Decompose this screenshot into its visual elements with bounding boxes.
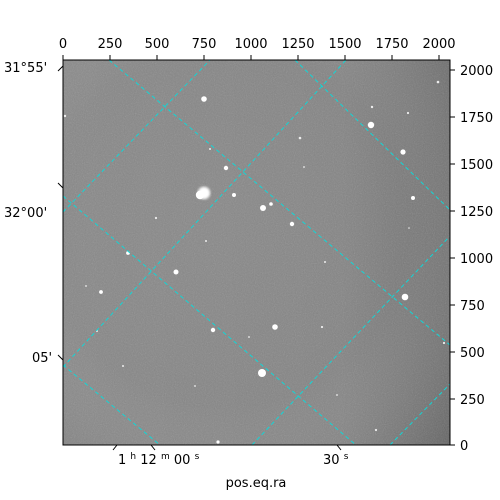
grid-line xyxy=(63,60,211,213)
bottom-tick-right xyxy=(336,444,342,451)
star xyxy=(411,196,415,200)
coordinate-grid xyxy=(63,60,450,445)
star xyxy=(85,285,87,287)
grid-line xyxy=(294,60,450,211)
ra-label-second: 30 s xyxy=(323,452,349,468)
top-label-1000: 1000 xyxy=(234,37,267,52)
left-dec-labels: 31°55' 32°00' 05' xyxy=(4,61,52,366)
top-label-250: 250 xyxy=(98,37,123,52)
bottom-wcs-ticks xyxy=(112,444,342,451)
star xyxy=(216,440,220,444)
right-label-1000: 1000 xyxy=(460,252,493,267)
star xyxy=(436,80,440,84)
star xyxy=(442,341,446,345)
star xyxy=(260,205,266,211)
star xyxy=(258,369,266,377)
star xyxy=(205,240,207,242)
dec-label-3200: 32°00' xyxy=(4,206,47,221)
star xyxy=(210,327,216,333)
plot-frame xyxy=(62,59,451,446)
star xyxy=(272,324,278,330)
bottom-ra-labels: 1 h 12 m 00 s 30 s xyxy=(118,448,349,468)
star xyxy=(367,121,375,129)
faint-stars xyxy=(63,80,446,432)
star xyxy=(173,269,179,275)
ra-label-first-h: h xyxy=(130,452,136,462)
right-label-1750: 1750 xyxy=(460,111,493,126)
star xyxy=(406,111,410,115)
star xyxy=(298,136,302,140)
ra-label-first-s: s xyxy=(195,452,200,462)
right-label-0: 0 xyxy=(460,439,468,454)
dec-label-05: 05' xyxy=(32,351,52,366)
star xyxy=(223,165,229,171)
star xyxy=(99,290,103,294)
top-tick-labels: 0 250 500 750 1000 1250 1500 1750 2000 xyxy=(59,37,456,52)
star xyxy=(370,105,374,109)
top-label-1250: 1250 xyxy=(281,37,314,52)
ra-label-first-prefix: 1 xyxy=(118,453,126,468)
star xyxy=(324,261,326,263)
star xyxy=(201,96,207,102)
right-label-2000: 2000 xyxy=(460,64,493,79)
right-tick-labels: 2000 1750 1500 1250 1000 750 500 250 0 xyxy=(460,64,493,454)
left-tick-upper xyxy=(57,65,64,72)
grid-line xyxy=(251,235,450,445)
star xyxy=(195,190,205,200)
sky-noise xyxy=(63,60,450,445)
star xyxy=(408,227,410,229)
star xyxy=(209,148,211,150)
left-tick-lower xyxy=(57,354,64,361)
bottom-tick-mid xyxy=(150,444,156,451)
star xyxy=(374,428,378,432)
star xyxy=(336,394,338,396)
ra-label-first-m: m xyxy=(161,452,170,462)
star xyxy=(232,193,236,197)
right-ticks xyxy=(450,69,455,446)
right-label-1250: 1250 xyxy=(460,205,493,220)
star xyxy=(122,365,124,367)
top-label-750: 750 xyxy=(192,37,217,52)
x-axis-title: pos.eq.ra xyxy=(226,476,287,491)
star xyxy=(289,221,295,227)
star xyxy=(269,202,273,206)
bright-stars xyxy=(99,96,415,444)
star xyxy=(194,385,196,387)
star xyxy=(320,325,324,329)
top-ticks xyxy=(62,55,440,60)
image-area xyxy=(63,60,450,445)
ra-label-first-mid: 12 xyxy=(140,453,157,468)
top-label-1750: 1750 xyxy=(375,37,408,52)
ra-label-first-sec: 00 xyxy=(174,453,191,468)
ra-label-second-s: s xyxy=(344,452,349,462)
top-label-2000: 2000 xyxy=(422,37,455,52)
star xyxy=(303,166,305,168)
left-tick-middle xyxy=(57,182,64,189)
bottom-tick-left xyxy=(112,444,118,451)
star xyxy=(248,336,250,338)
star xyxy=(400,149,406,155)
top-label-1500: 1500 xyxy=(328,37,361,52)
star xyxy=(63,114,67,118)
dec-label-3155: 31°55' xyxy=(4,61,47,76)
right-label-500: 500 xyxy=(460,346,485,361)
star xyxy=(154,216,158,220)
right-label-750: 750 xyxy=(460,299,485,314)
top-label-500: 500 xyxy=(145,37,170,52)
ra-label-second-sec: 30 xyxy=(323,453,340,468)
grid-line xyxy=(63,195,357,445)
top-label-0: 0 xyxy=(59,37,67,52)
right-label-250: 250 xyxy=(460,393,485,408)
star xyxy=(401,293,409,301)
grid-line xyxy=(389,383,450,445)
right-label-1500: 1500 xyxy=(460,158,493,173)
left-wcs-ticks xyxy=(57,65,64,361)
ra-label-first: 1 h 12 m 00 s xyxy=(118,448,200,468)
